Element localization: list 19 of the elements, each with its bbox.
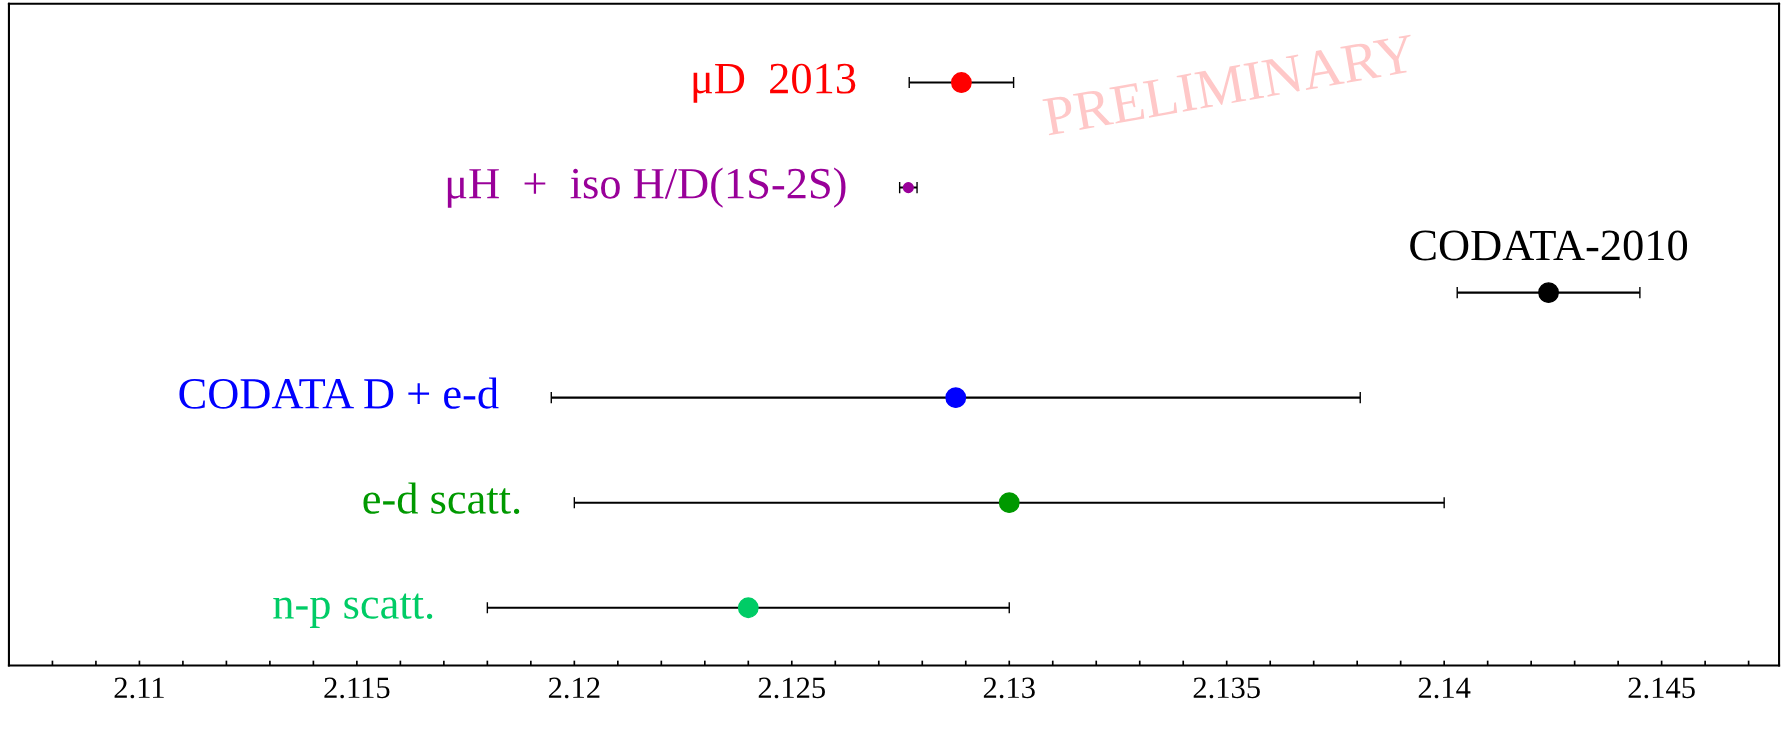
point xyxy=(1538,282,1559,304)
point xyxy=(945,387,967,409)
x-tick-label: 2.145 xyxy=(1628,677,1695,699)
y-tick-label: n-p scatt. xyxy=(273,593,433,628)
y-tick-label: CODATA D + e-d xyxy=(179,377,499,409)
x-tick-label: 2.115 xyxy=(324,677,390,699)
point xyxy=(737,597,759,619)
point xyxy=(950,72,972,93)
point xyxy=(998,492,1020,514)
x-tick-label: 2.135 xyxy=(1193,677,1260,699)
y-tick-label: e-d scatt. xyxy=(363,482,520,515)
y-tick-label: μD 2013 xyxy=(693,63,856,103)
x-tick-label: 2.125 xyxy=(758,677,825,699)
y-tick-label: CODATA-2010 xyxy=(1410,230,1688,261)
x-tick-label: 2.13 xyxy=(983,677,1035,699)
y-tick-label: μH + iso H/D(1S-2S) xyxy=(447,167,846,208)
x-tick-label: 2.11 xyxy=(114,677,164,699)
x-tick-label: 2.14 xyxy=(1418,677,1471,699)
x-tick-label: 2.12 xyxy=(548,677,600,699)
